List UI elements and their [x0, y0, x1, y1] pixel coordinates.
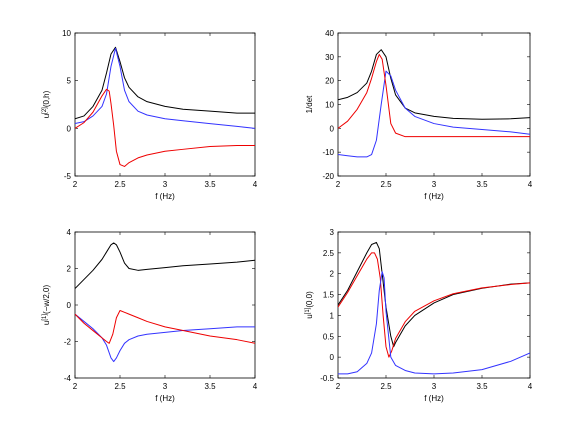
y-tick-label: 0.5	[323, 332, 335, 341]
y-tick-label: 2	[67, 265, 72, 274]
x-tick-label: 4	[253, 382, 258, 391]
y-axis-label-tail: (0,0)	[305, 291, 314, 308]
y-tick-label: 0	[67, 124, 72, 133]
y-tick-label: 5	[67, 77, 72, 86]
x-tick-label: 4	[528, 382, 533, 391]
y-tick-label: -2	[64, 338, 72, 347]
y-axis-label: u[1](0,0)	[305, 291, 314, 319]
y-axis-label-main: u	[42, 114, 51, 118]
y-tick-label: -5	[64, 172, 72, 181]
y-tick-label: 40	[325, 29, 334, 38]
series-line-1	[75, 47, 255, 129]
x-tick-label: 3.5	[476, 382, 488, 391]
y-axis-label: u[2](0,h)	[42, 90, 51, 118]
subplot-u1-minus-w2-0: 2 2.5 3 3.5 4 -4 -2 0 2 4 f (Hz) u[1](−w/2,0)	[42, 228, 258, 403]
y-axis-label-main: 1/det	[305, 95, 314, 114]
x-tick-label: 3	[163, 382, 168, 391]
y-tick-label: 10	[325, 101, 334, 110]
series-line-0	[75, 46, 255, 120]
y-tick-label: 4	[67, 228, 72, 237]
series-line-0	[338, 241, 530, 348]
x-tick-label: 3	[432, 382, 437, 391]
series-group	[75, 46, 255, 167]
x-tick-label: 2.5	[114, 180, 126, 189]
series-group	[338, 49, 530, 158]
subplot-inverse-det: 2 2.5 3 3.5 4 -20 -10 0 10 20 30 40 f (Hz) 1/det	[305, 29, 533, 201]
x-tick-label: 3	[432, 180, 437, 189]
x-tick-label: 4	[528, 180, 533, 189]
y-tick-label: 30	[325, 53, 334, 62]
y-axis-label-tail: (0,h)	[42, 90, 51, 107]
x-tick-label: 2.5	[380, 180, 392, 189]
y-axis-label-superscript: [1]	[305, 307, 311, 314]
x-axis-label: f (Hz)	[155, 394, 175, 403]
series-group	[338, 241, 530, 375]
y-axis-label: u[1](−w/2,0)	[42, 285, 51, 326]
x-axis-label: f (Hz)	[424, 192, 444, 201]
axes-box	[74, 32, 256, 177]
subplot-u1-0-0: 2 2.5 3 3.5 4 -0.5 0 0.5 1 1.5 2 2.5 3 f (Hz) u[1](0,0…	[305, 228, 533, 403]
series-line-0	[75, 242, 255, 289]
y-tick-label: -0.5	[320, 374, 334, 383]
y-tick-label: -4	[64, 374, 72, 383]
series-line-1	[338, 70, 530, 158]
x-tick-label: 2	[73, 180, 78, 189]
y-axis-label-main: u	[42, 321, 51, 325]
y-axis-label-superscript: [2]	[42, 107, 48, 114]
y-tick-label: 1	[330, 311, 335, 320]
axes-box	[74, 231, 256, 379]
x-tick-label: 2	[336, 382, 341, 391]
series-line-2	[338, 53, 530, 138]
y-axis-label-superscript: [1]	[42, 314, 48, 321]
y-tick-label: 0	[330, 124, 335, 133]
y-tick-label: 20	[325, 77, 334, 86]
y-axis-label: 1/det	[305, 95, 314, 114]
x-tick-label: 2	[336, 180, 341, 189]
x-tick-label: 4	[253, 180, 258, 189]
axes-box	[337, 32, 531, 177]
x-tick-label: 2.5	[114, 382, 126, 391]
subplot-u2-0-h: 2 2.5 3 3.5 4 -5 0 5 10 f (Hz) u[2](0,h)	[42, 29, 258, 201]
y-tick-label: 0	[330, 353, 335, 362]
y-tick-label: 1.5	[323, 291, 335, 300]
x-tick-label: 3	[163, 180, 168, 189]
series-line-2	[338, 271, 530, 375]
y-tick-label: -10	[322, 148, 334, 157]
y-axis-label-tail: (−w/2,0)	[42, 285, 51, 314]
series-line-1	[338, 252, 530, 358]
y-tick-label: 2	[330, 270, 335, 279]
series-line-2	[75, 309, 255, 344]
series-group	[75, 242, 255, 363]
y-tick-label: 2.5	[323, 249, 335, 258]
x-tick-label: 3.5	[204, 180, 216, 189]
x-tick-label: 3.5	[204, 382, 216, 391]
y-tick-label: 0	[67, 301, 72, 310]
y-tick-label: 3	[330, 228, 335, 237]
x-axis-label: f (Hz)	[424, 394, 444, 403]
series-line-2	[75, 88, 255, 167]
x-axis-label: f (Hz)	[155, 192, 175, 201]
y-axis-label-main: u	[305, 314, 314, 318]
series-line-0	[338, 49, 530, 120]
x-tick-label: 2.5	[380, 382, 392, 391]
x-tick-label: 3.5	[476, 180, 488, 189]
y-tick-label: -20	[322, 172, 334, 181]
y-tick-label: 10	[62, 29, 71, 38]
x-tick-label: 2	[73, 382, 78, 391]
